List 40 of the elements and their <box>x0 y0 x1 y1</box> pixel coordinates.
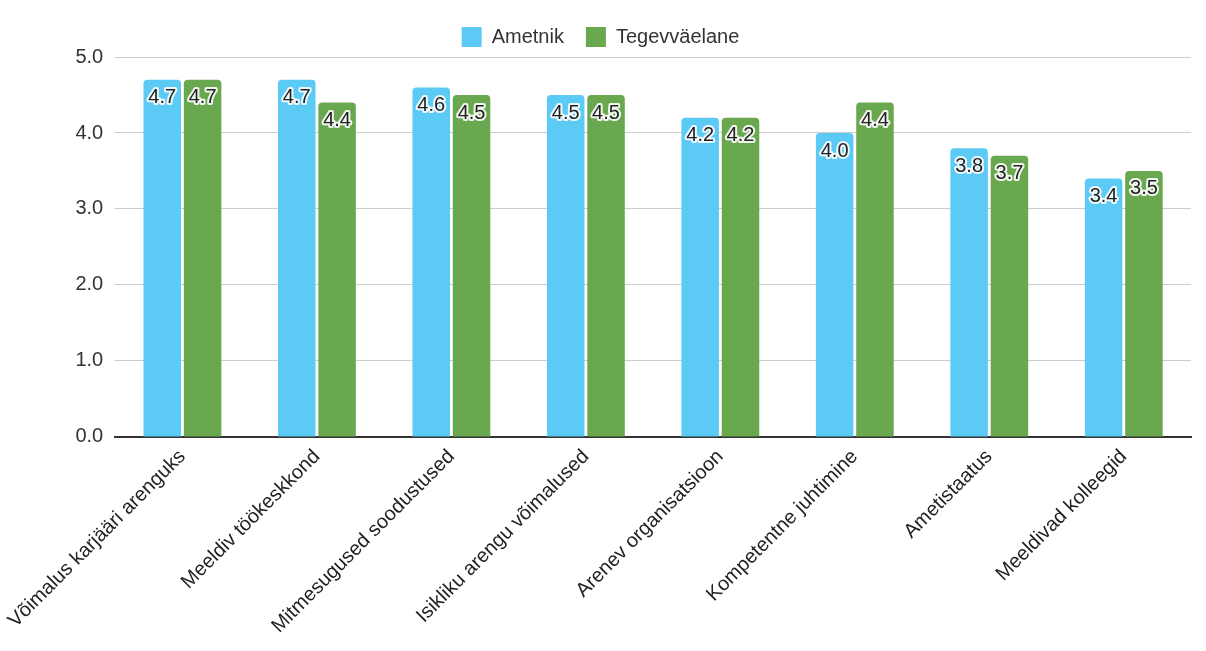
bar <box>990 155 1029 437</box>
data-label: 4.6 <box>417 92 446 115</box>
data-label: 3.4 <box>1089 184 1118 207</box>
data-label: 3.7 <box>995 161 1024 184</box>
y-tick-label: 5.0 <box>75 44 104 67</box>
data-label: 4.7 <box>188 85 217 108</box>
bar <box>1125 170 1163 437</box>
bar <box>452 94 491 437</box>
data-label: 4.4 <box>323 108 351 131</box>
bar <box>412 87 450 437</box>
data-label: 4.0 <box>820 138 849 161</box>
bar <box>587 94 625 437</box>
bar <box>277 79 316 437</box>
y-tick-label: 3.0 <box>75 196 104 219</box>
bar <box>721 117 760 437</box>
data-label: 4.7 <box>148 85 177 108</box>
bar <box>1084 178 1123 437</box>
data-label: 4.5 <box>592 100 620 123</box>
data-label: 4.5 <box>457 100 486 123</box>
bar <box>856 102 894 437</box>
legend-label: Tegevväelane <box>615 24 740 47</box>
bar <box>143 79 182 437</box>
bar <box>681 117 719 437</box>
data-label: 3.8 <box>955 153 984 176</box>
legend-label: Ametnik <box>491 24 565 47</box>
data-label: 3.5 <box>1130 176 1158 199</box>
bar <box>183 79 222 437</box>
y-tick-label: 4.0 <box>75 120 104 143</box>
bar <box>815 132 854 437</box>
y-tick-label: 2.0 <box>75 272 104 295</box>
bar <box>950 148 988 437</box>
data-label: 4.7 <box>282 85 311 108</box>
data-label: 4.2 <box>686 123 715 146</box>
data-label: 4.4 <box>861 108 889 131</box>
bar <box>318 102 356 437</box>
y-tick-label: 0.0 <box>75 424 104 447</box>
y-tick-label: 1.0 <box>75 348 104 371</box>
data-label: 4.5 <box>551 100 580 123</box>
bar <box>546 94 585 437</box>
data-label: 4.2 <box>726 123 755 146</box>
